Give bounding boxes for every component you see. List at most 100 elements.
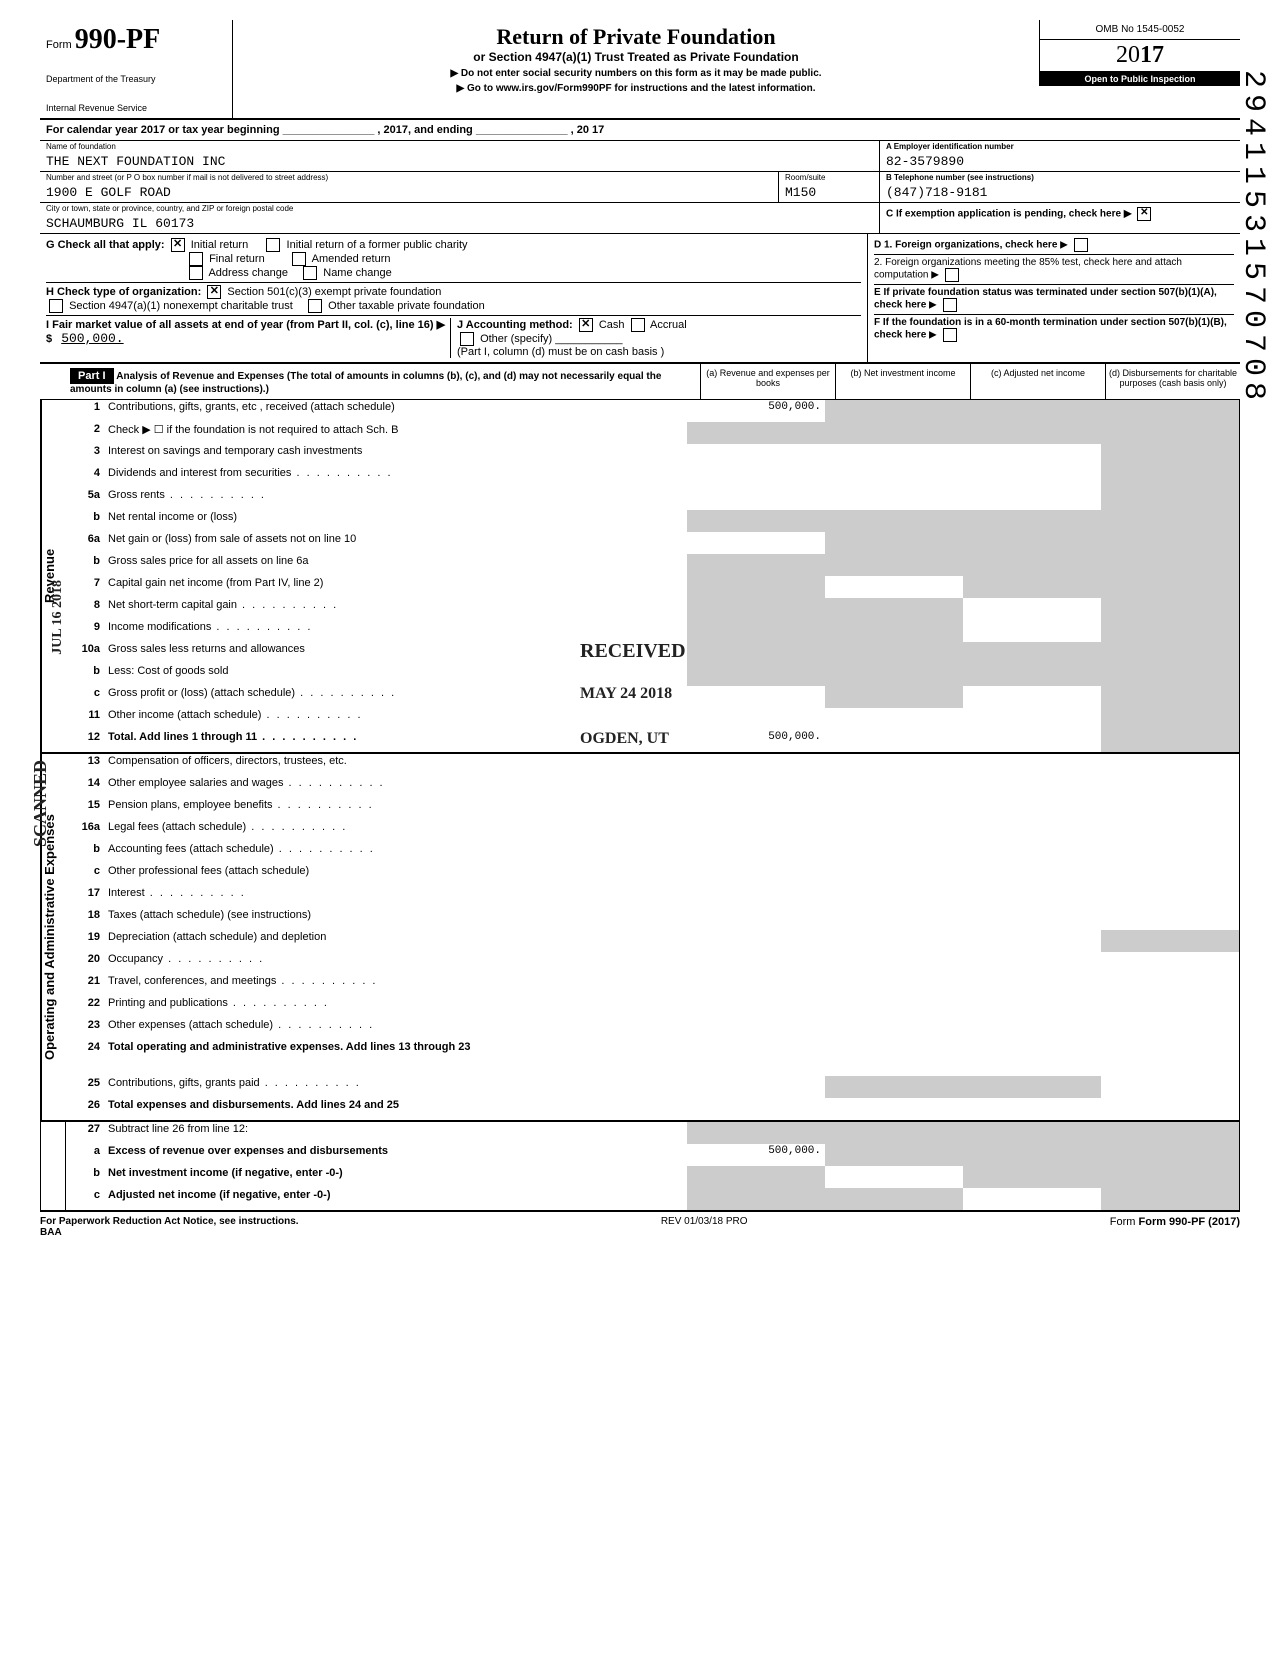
ein-label: A Employer identification number xyxy=(880,141,1240,152)
l3: Interest on savings and temporary cash i… xyxy=(104,444,687,466)
part1-label: Part I xyxy=(70,368,114,384)
g-former: Initial return of a former public charit… xyxy=(287,239,468,251)
h-4947: Section 4947(a)(1) nonexempt charitable … xyxy=(69,300,293,312)
l19: Depreciation (attach schedule) and deple… xyxy=(104,930,687,952)
name-label: Name of foundation xyxy=(40,141,879,152)
l27a: Excess of revenue over expenses and disb… xyxy=(104,1144,687,1166)
j-label: J Accounting method: xyxy=(457,319,573,331)
form-label: Form xyxy=(46,39,72,51)
j-accrual-checkbox[interactable] xyxy=(631,318,645,332)
e-label: E If private foundation status was termi… xyxy=(874,287,1217,311)
street-label: Number and street (or P O box number if … xyxy=(40,172,778,183)
col-b-head: (b) Net investment income xyxy=(835,364,970,399)
l24: Total operating and administrative expen… xyxy=(104,1040,687,1076)
g-label: G Check all that apply: xyxy=(46,239,165,251)
identity-block: Name of foundation THE NEXT FOUNDATION I… xyxy=(40,141,1240,234)
j-accrual: Accrual xyxy=(650,319,687,331)
d2-label: 2. Foreign organizations meeting the 85%… xyxy=(874,257,1182,281)
g-name-checkbox[interactable] xyxy=(303,266,317,280)
e-checkbox[interactable] xyxy=(943,298,957,312)
col-a-head: (a) Revenue and expenses per books xyxy=(700,364,835,399)
city-label: City or town, state or province, country… xyxy=(40,203,879,214)
l10b: Less: Cost of goods sold xyxy=(104,664,687,686)
d1-checkbox[interactable] xyxy=(1074,238,1088,252)
form-number: 990-PF xyxy=(75,24,161,55)
l6a: Net gain or (loss) from sale of assets n… xyxy=(104,532,687,554)
header-left: Form 990-PF Department of the Treasury I… xyxy=(40,20,233,118)
l5b: Net rental income or (loss) xyxy=(104,510,687,532)
line27-block: 27Subtract line 26 from line 12: aExcess… xyxy=(40,1120,1240,1212)
l10a: Gross sales less returns and allowances xyxy=(104,642,687,664)
form-subtitle: or Section 4947(a)(1) Trust Treated as P… xyxy=(239,50,1033,64)
g-amended-checkbox[interactable] xyxy=(292,252,306,266)
j-other-checkbox[interactable] xyxy=(460,332,474,346)
g-amended: Amended return xyxy=(312,253,391,265)
g-former-checkbox[interactable] xyxy=(266,238,280,252)
d2-checkbox[interactable] xyxy=(945,268,959,282)
l10c: Gross profit or (loss) (attach schedule) xyxy=(104,686,687,708)
baa: BAA xyxy=(40,1227,62,1238)
g-final-checkbox[interactable] xyxy=(189,252,203,266)
check-section: G Check all that apply: Initial return I… xyxy=(40,234,1240,363)
rev-date: REV 01/03/18 PRO xyxy=(661,1216,748,1238)
phone-label: B Telephone number (see instructions) xyxy=(880,172,1240,183)
room-label: Room/suite xyxy=(779,172,879,183)
check-left: G Check all that apply: Initial return I… xyxy=(40,234,867,362)
l15: Pension plans, employee benefits xyxy=(104,798,687,820)
tax-year: 2017 xyxy=(1040,40,1240,72)
l27: Subtract line 26 from line 12: xyxy=(104,1122,687,1144)
g-initial-checkbox[interactable] xyxy=(171,238,185,252)
revenue-table: 1Contributions, gifts, grants, etc , rec… xyxy=(66,400,1239,752)
l1: Contributions, gifts, grants, etc , rece… xyxy=(104,400,687,422)
part1-desc-cell: Part I Analysis of Revenue and Expenses … xyxy=(64,364,700,399)
dept-irs: Internal Revenue Service xyxy=(46,103,226,114)
l18: Taxes (attach schedule) (see instruction… xyxy=(104,908,687,930)
h-other-checkbox[interactable] xyxy=(308,299,322,313)
l27a-a: 500,000. xyxy=(687,1144,825,1166)
form-header: Form 990-PF Department of the Treasury I… xyxy=(40,20,1240,120)
l8: Net short-term capital gain xyxy=(104,598,687,620)
part1-header-row: Part I Analysis of Revenue and Expenses … xyxy=(40,363,1240,400)
l25: Contributions, gifts, grants paid xyxy=(104,1076,687,1098)
g-namechange: Name change xyxy=(323,267,392,279)
expenses-vert-label: Operating and Administrative Expenses xyxy=(41,754,66,1120)
foundation-name: THE NEXT FOUNDATION INC xyxy=(40,152,879,171)
l27b: Net investment income (if negative, ente… xyxy=(104,1166,687,1188)
check-right: D 1. Foreign organizations, check here ▶… xyxy=(867,234,1240,362)
phone-value: (847)718-9181 xyxy=(880,183,1240,202)
l20: Occupancy xyxy=(104,952,687,974)
l5a: Gross rents xyxy=(104,488,687,510)
l11: Other income (attach schedule) xyxy=(104,708,687,730)
g-address-checkbox[interactable] xyxy=(189,266,203,280)
col-c-head: (c) Adjusted net income xyxy=(970,364,1105,399)
l6b: Gross sales price for all assets on line… xyxy=(104,554,687,576)
h-4947-checkbox[interactable] xyxy=(49,299,63,313)
l21: Travel, conferences, and meetings xyxy=(104,974,687,996)
d1-label: D 1. Foreign organizations, check here xyxy=(874,239,1057,250)
l7: Capital gain net income (from Part IV, l… xyxy=(104,576,687,598)
g-address: Address change xyxy=(208,267,288,279)
h-501c3-checkbox[interactable] xyxy=(207,285,221,299)
j-cash-checkbox[interactable] xyxy=(579,318,593,332)
part1-desc: Analysis of Revenue and Expenses (The to… xyxy=(70,371,661,395)
l16a: Legal fees (attach schedule) xyxy=(104,820,687,842)
h-label: H Check type of organization: xyxy=(46,286,201,298)
l13: Compensation of officers, directors, tru… xyxy=(104,754,687,776)
c-checkbox[interactable] xyxy=(1137,207,1151,221)
ssn-note: ▶ Do not enter social security numbers o… xyxy=(239,68,1033,79)
year-prefix: 20 xyxy=(1116,42,1140,68)
page-footer: For Paperwork Reduction Act Notice, see … xyxy=(40,1216,1240,1238)
l23: Other expenses (attach schedule) xyxy=(104,1018,687,1040)
l2: Check ▶ ☐ if the foundation is not requi… xyxy=(104,422,687,444)
line27-table: 27Subtract line 26 from line 12: aExcess… xyxy=(66,1122,1239,1210)
side-barcode-number: 29411531570708 xyxy=(1236,70,1270,406)
form-ref-text: Form 990-PF (2017) xyxy=(1139,1216,1240,1228)
identity-left: Name of foundation THE NEXT FOUNDATION I… xyxy=(40,141,879,233)
year-suffix: 17 xyxy=(1140,42,1164,68)
revenue-block: Revenue 1Contributions, gifts, grants, e… xyxy=(40,400,1240,752)
col-d-head: (d) Disbursements for charitable purpose… xyxy=(1105,364,1240,399)
g-initial: Initial return xyxy=(191,239,248,251)
expenses-block: Operating and Administrative Expenses 13… xyxy=(40,752,1240,1120)
form-990pf-page: 29411531570708 Form 990-PF Department of… xyxy=(40,20,1240,1238)
f-checkbox[interactable] xyxy=(943,328,957,342)
